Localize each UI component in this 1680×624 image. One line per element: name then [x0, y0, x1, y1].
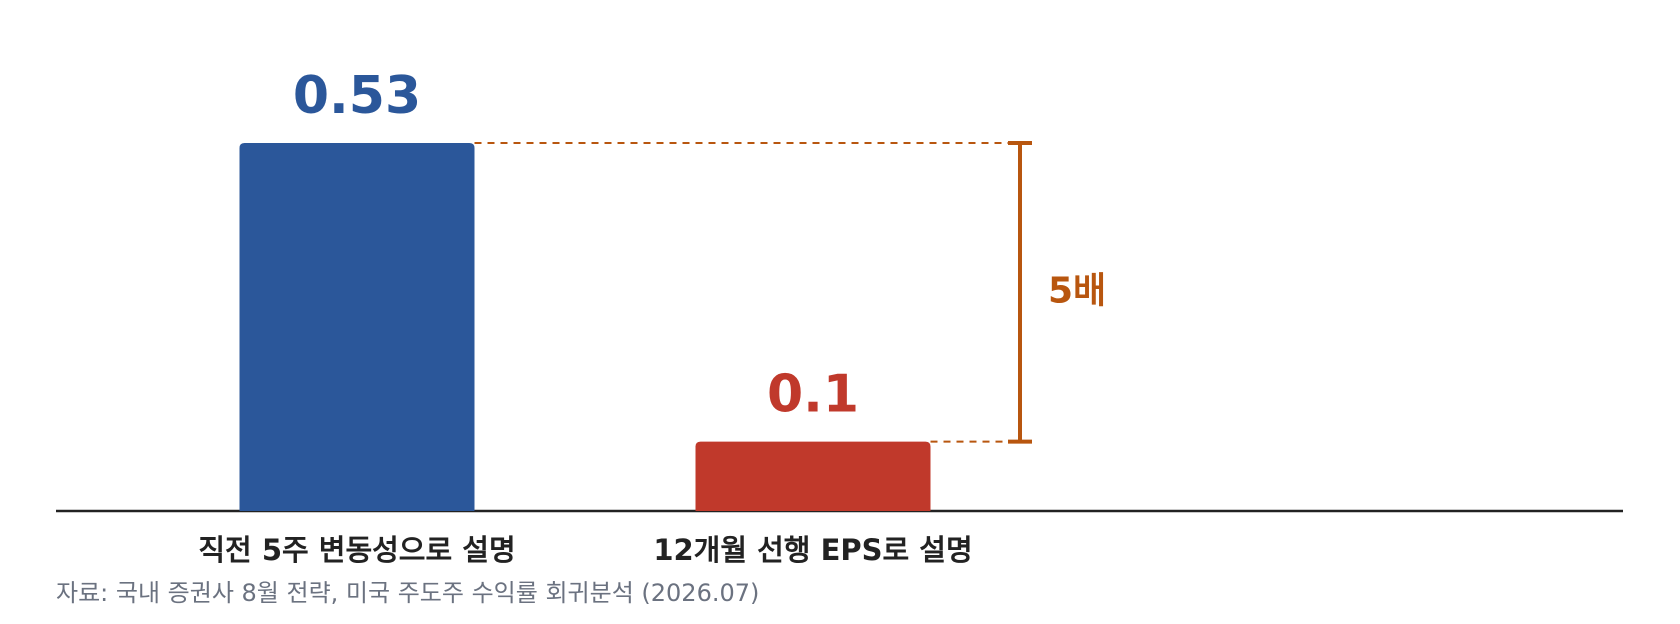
bar: [695, 441, 931, 511]
source-note: 자료: 국내 증권사 8월 전략, 미국 주도주 수익률 회귀분석 (2026.…: [56, 579, 759, 607]
annotation: 5배: [1048, 270, 1106, 311]
x-tick-label: 직전 5주 변동성으로 설명: [198, 533, 515, 567]
value-label: 0.53: [293, 66, 421, 126]
x-tick-label: 12개월 선행 EPS로 설명: [653, 533, 972, 567]
bar: [239, 143, 475, 511]
value-label: 0.1: [767, 365, 859, 425]
